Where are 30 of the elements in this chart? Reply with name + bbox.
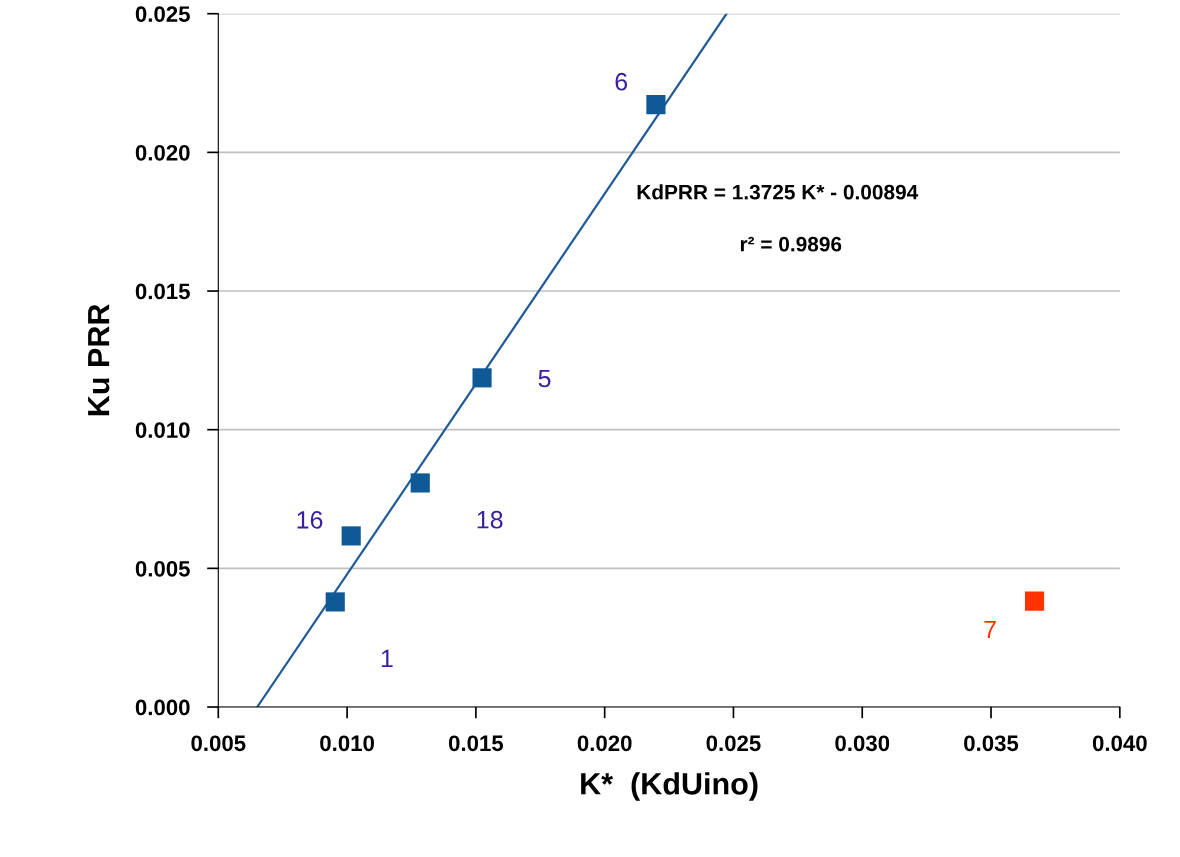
annotation: 18 <box>477 510 503 529</box>
x-tick-label: 0.030 <box>835 735 890 752</box>
y-tick-label: 0.005 <box>135 560 190 577</box>
x-tick-label: 0.015 <box>448 735 504 752</box>
x-tick-label: 0.020 <box>577 735 632 752</box>
x-axis-title: K* (KdUino) <box>581 772 758 801</box>
annotation: 16 <box>297 511 323 529</box>
y-tick-label: 0.000 <box>135 699 190 716</box>
x-tick-label: 0.010 <box>320 735 374 752</box>
x-tick-label: 0.035 <box>964 735 1019 752</box>
y-tick-label: 0.020 <box>135 144 190 161</box>
annotation: KdPRR = 1.3725 K* - 0.00894 <box>637 184 919 200</box>
point <box>1024 591 1045 611</box>
y-tick-label: 0.025 <box>135 6 190 22</box>
x-tick-label: 0.005 <box>191 735 246 752</box>
point <box>341 526 361 546</box>
point <box>472 368 492 388</box>
annotation: r² = 0.9896 <box>740 236 842 252</box>
annotation: 7 <box>984 620 996 639</box>
point <box>646 95 666 115</box>
annotation: 1 <box>381 649 393 668</box>
x-tick-label: 0.040 <box>1092 735 1147 752</box>
annotation: 6 <box>615 72 628 91</box>
y-tick-label: 0.015 <box>135 283 190 300</box>
x-tick-label: 0.025 <box>706 735 761 752</box>
point <box>325 592 345 612</box>
y-axis-title: Ku PRR <box>88 304 110 416</box>
annotation: 5 <box>538 369 551 388</box>
point <box>410 473 430 493</box>
y-tick-label: 0.010 <box>135 422 190 438</box>
